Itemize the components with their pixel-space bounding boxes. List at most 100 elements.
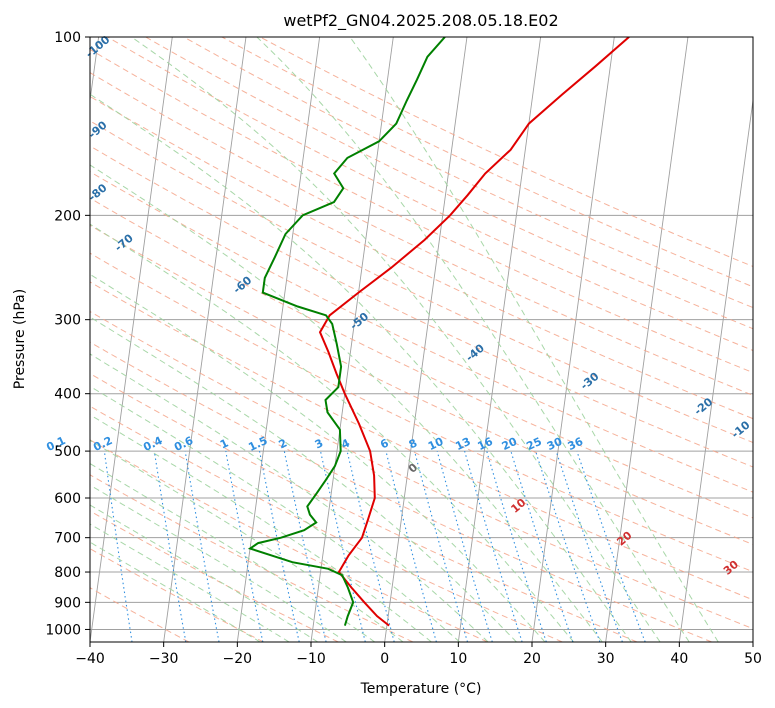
isotherm-line	[752, 638, 753, 642]
moist-adiabat-line	[90, 484, 347, 642]
mixing-ratio-label: 25	[524, 435, 543, 453]
isotherm-line	[457, 37, 542, 642]
dry-adiabat-line	[145, 37, 753, 330]
dry-adiabat-label: -20	[692, 395, 716, 418]
dry-adiabat-label: -10	[729, 418, 753, 441]
mixing-ratio-line	[103, 451, 133, 642]
moist-adiabat-line	[90, 316, 517, 642]
moist-adiabat-line	[90, 541, 261, 642]
moist-adiabat-line	[90, 273, 546, 642]
dry-adiabat-line	[90, 310, 753, 630]
moist-adiabat-line	[90, 385, 461, 642]
dry-adiabat-line	[90, 72, 753, 396]
moist-adiabat-line	[90, 353, 489, 642]
y-tick-label: 100	[54, 30, 81, 46]
y-tick-label: 900	[54, 595, 81, 611]
mixing-ratio-line	[346, 450, 395, 642]
y-tick-label: 400	[54, 387, 81, 403]
moist-adiabat-line	[90, 523, 290, 642]
x-axis-label: Temperature (°C)	[360, 681, 482, 697]
y-tick-label: 1000	[45, 622, 81, 638]
temperature-trace	[318, 37, 630, 627]
moist-adiabat-label: 20	[614, 529, 634, 549]
mixing-ratio-line	[385, 450, 437, 642]
x-tick-label: −30	[149, 651, 179, 667]
moist-adiabat-line	[131, 37, 661, 642]
mixing-ratio-label: 3	[313, 436, 325, 451]
dry-adiabat-line	[90, 252, 753, 573]
dry-adiabat-label: -40	[463, 341, 487, 364]
x-tick-label: 30	[597, 651, 615, 667]
mixing-ratio-line	[486, 450, 547, 642]
isotherm-line	[90, 37, 173, 642]
mixing-ratio-label: 1	[218, 436, 230, 451]
x-tick-label: −10	[296, 651, 326, 667]
dry-adiabat-line	[90, 548, 264, 642]
isotherm-line	[531, 37, 615, 642]
moist-adiabat-line	[90, 463, 376, 642]
mixing-ratio-line	[555, 450, 623, 642]
mixing-ratio-line	[153, 451, 187, 642]
y-axis-label: Pressure (hPa)	[12, 289, 28, 389]
moist-adiabat-line	[90, 439, 404, 642]
y-tick-label: 300	[54, 313, 81, 329]
y-tick-label: 800	[54, 565, 81, 581]
mixing-ratio-label: 13	[453, 435, 472, 453]
moist-adiabat-label: 0	[406, 461, 420, 476]
mixing-ratio-line	[436, 450, 493, 642]
dry-adiabat-label: -30	[578, 370, 602, 393]
mixing-ratio-line	[413, 450, 469, 642]
mixing-ratio-line	[225, 451, 264, 642]
mixing-ratio-line	[283, 450, 327, 642]
dry-adiabat-line	[90, 171, 753, 493]
plot-area: 0.1 0.2 0.4 0.6 1 1.5 2 3 4 6 8 10 13 16 20 25 30 36-100-…	[44, 33, 753, 642]
y-tick-label: 500	[54, 444, 81, 460]
isotherm-line	[90, 37, 100, 104]
x-tick-label: 40	[670, 651, 688, 667]
moist-adiabat-line	[349, 37, 719, 642]
chart-title: wetPf2_GN04.2025.208.05.18.E02	[283, 11, 558, 31]
axes: −40 −30 −20 −10 0 10 20 30 40 5010009008007006005…	[45, 30, 762, 667]
x-tick-label: −20	[223, 651, 253, 667]
dry-adiabat-line	[90, 439, 488, 642]
mixing-ratio-label: 30	[545, 435, 565, 453]
isotherm-line	[384, 37, 468, 642]
isotherm-line	[605, 37, 689, 642]
dry-adiabat-line	[90, 405, 563, 642]
dry-adiabat-line	[90, 48, 753, 374]
y-tick-label: 200	[54, 208, 81, 224]
dry-adiabat-line	[90, 95, 753, 420]
dry-adiabat-line	[107, 37, 753, 352]
mixing-ratio-line	[464, 450, 523, 642]
mixing-ratio-label: 16	[476, 435, 496, 453]
plot-frame	[89, 36, 754, 643]
mixing-ratio-line	[510, 450, 574, 642]
moist-adiabat-line	[90, 93, 632, 642]
moist-adiabat-line	[90, 164, 603, 642]
moist-adiabat-line	[90, 223, 574, 642]
dry-adiabat-label: -60	[231, 273, 255, 296]
x-tick-label: −40	[75, 651, 105, 667]
x-tick-label: 20	[523, 651, 541, 667]
dry-adiabat-line	[259, 37, 753, 268]
moist-adiabat-line	[90, 414, 432, 642]
mixing-ratio-line	[184, 451, 220, 642]
mixing-ratio-line	[258, 450, 300, 642]
dry-adiabat-line	[90, 120, 753, 444]
dry-adiabat-line	[90, 341, 712, 642]
mixing-ratio-label: 6	[378, 436, 391, 451]
moist-adiabat-label: 30	[721, 558, 741, 578]
x-tick-label: 10	[449, 651, 467, 667]
mixing-ratio-line	[319, 450, 366, 642]
moist-adiabat-label: 10	[508, 496, 528, 516]
dry-adiabat-line	[90, 224, 753, 546]
dry-adiabat-line	[90, 281, 753, 601]
y-tick-label: 600	[54, 491, 81, 507]
x-tick-label: 0	[380, 651, 389, 667]
dewpoint-trace	[247, 37, 446, 626]
mixing-ratio-label: 10	[426, 435, 446, 453]
plot-clip-group	[90, 37, 753, 642]
mixing-ratio-label: 20	[500, 435, 520, 453]
dry-adiabat-line	[90, 197, 753, 519]
